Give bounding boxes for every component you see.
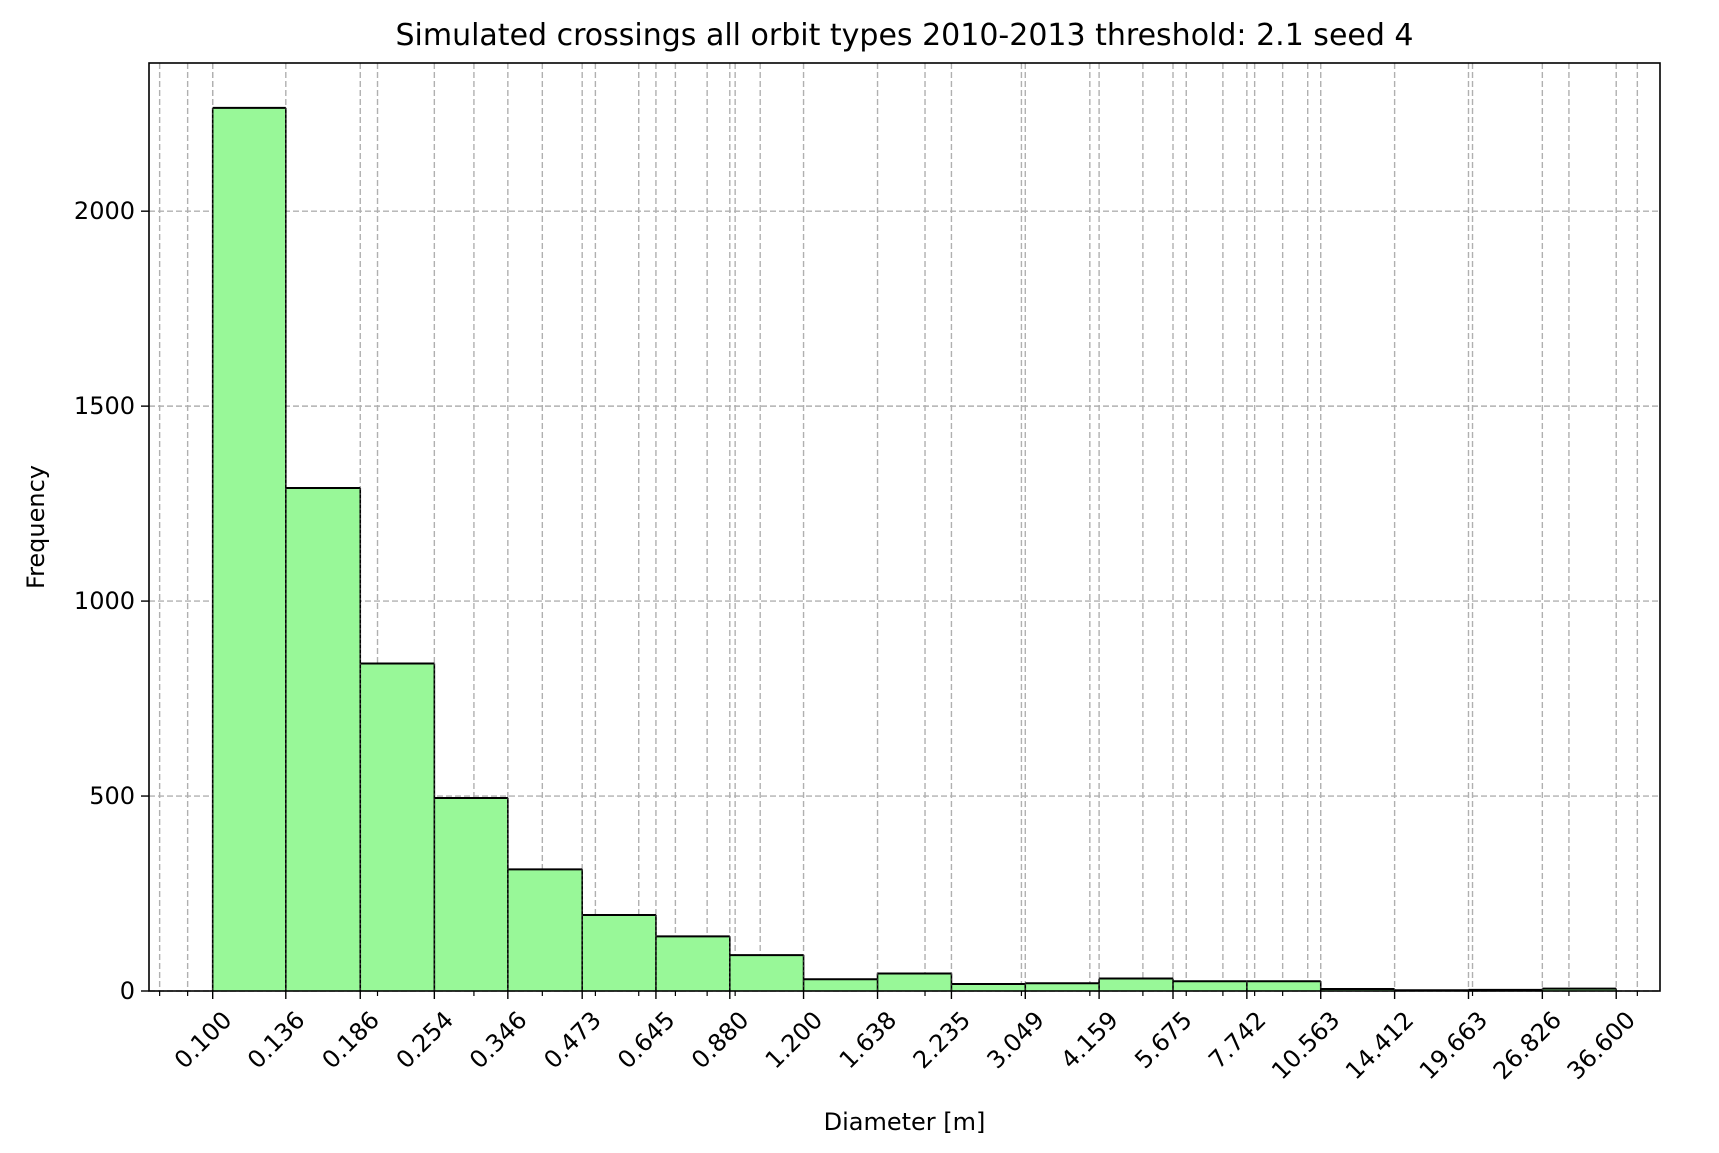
histogram-bar xyxy=(1025,983,1100,991)
histogram-bar xyxy=(1173,981,1247,991)
histogram-bar xyxy=(729,955,804,991)
y-tick-label: 0 xyxy=(120,977,135,1005)
y-axis-ticks: 0 500 1000 1500 2000 xyxy=(74,197,149,1005)
histogram-bar xyxy=(951,983,1026,991)
histogram-bar xyxy=(1542,988,1617,991)
histogram-bar xyxy=(582,914,656,991)
histogram-bar xyxy=(877,973,952,991)
histogram-bar xyxy=(360,663,435,991)
chart-title: Simulated crossings all orbit types 2010… xyxy=(395,18,1413,53)
histogram-bar xyxy=(434,797,508,991)
histogram-bar xyxy=(803,979,878,991)
y-tick-label: 2000 xyxy=(74,197,135,225)
histogram-bar xyxy=(507,869,583,991)
histogram-bar xyxy=(1099,978,1174,991)
bar-edge-dotted-lines xyxy=(212,107,1617,991)
histogram-bar xyxy=(655,936,730,991)
plot-frame xyxy=(148,62,1661,992)
histogram-bar xyxy=(212,107,286,992)
histogram-bar xyxy=(285,488,361,991)
histogram-bar xyxy=(1246,981,1321,991)
y-axis-label: Frequency xyxy=(22,465,50,589)
y-tick-label: 1500 xyxy=(74,392,135,420)
minor-grid xyxy=(158,63,1639,991)
bars xyxy=(211,106,1618,992)
y-tick-label: 500 xyxy=(89,782,135,810)
x-axis-label: Diameter [m] xyxy=(824,1108,986,1136)
y-tick-label: 1000 xyxy=(74,587,135,615)
